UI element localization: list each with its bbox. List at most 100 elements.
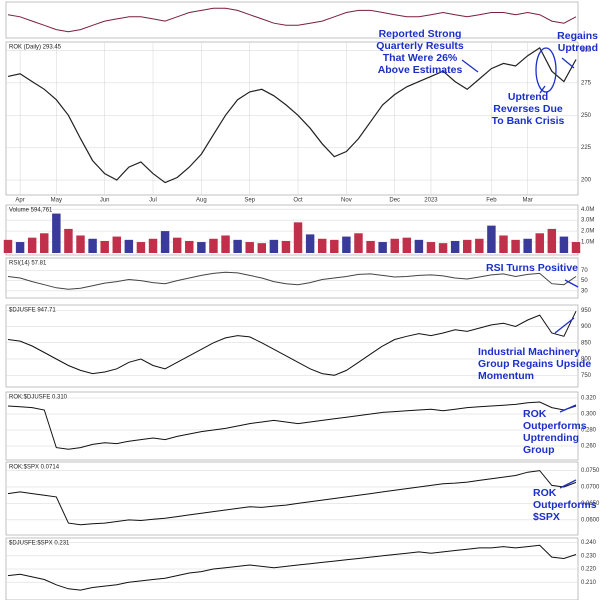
bar (124, 239, 134, 253)
bar (547, 228, 557, 253)
y-tick-label: 225 (581, 145, 592, 151)
bar (172, 237, 182, 253)
bar (354, 233, 363, 253)
bar (317, 238, 327, 253)
bar (402, 237, 412, 253)
bar (438, 243, 448, 253)
panel-label: Volume 594,761 (9, 208, 53, 214)
bar (378, 242, 387, 253)
annotation: That Were 26% (383, 52, 458, 64)
bar (15, 242, 25, 253)
bar (40, 233, 49, 253)
bar (3, 239, 13, 253)
annotation: Group (523, 444, 555, 456)
annotation: Uptrend (508, 91, 548, 103)
arrow (539, 85, 546, 94)
bar (305, 234, 315, 253)
y-tick-label: 0.220 (581, 567, 597, 573)
panel-label: ROK (Daily) 293.45 (9, 45, 62, 51)
annotation: Reverses Due (493, 103, 563, 115)
line (7, 7, 577, 33)
bar (499, 235, 508, 253)
arrow (559, 479, 577, 489)
y-tick-label: 0.300 (581, 412, 597, 418)
bar (366, 240, 375, 253)
bar (342, 236, 351, 253)
bar (281, 240, 291, 253)
panel (5, 304, 579, 388)
panel (5, 1, 579, 39)
y-tick-label: 0.230 (581, 553, 597, 559)
bar (76, 235, 85, 253)
x-tick-label: Sep (244, 198, 255, 204)
panel-label: $DJUSFE:$SPX 0.231 (9, 541, 70, 547)
panel-label: ROK:$SPX 0.0714 (9, 465, 60, 471)
panels: 200 225 250 275 300 Apr May Jun Jul Aug Sep Oct Nov D… (3, 1, 600, 600)
x-tick-label: Feb (486, 198, 497, 204)
bar (221, 235, 230, 253)
bar (450, 240, 460, 253)
bar (209, 238, 218, 253)
x-tick-label: 2023 (424, 198, 438, 204)
y-tick-label: 0.0600 (581, 517, 600, 523)
bar (148, 238, 158, 253)
y-tick-label: 200 (581, 178, 592, 184)
line (7, 47, 577, 184)
bar (487, 225, 496, 253)
arrow (559, 404, 577, 413)
y-tick-label: 1.0M (581, 240, 594, 246)
x-tick-label: Oct (293, 198, 303, 204)
y-tick-label: 850 (581, 340, 592, 346)
arrow (561, 57, 575, 69)
y-tick-label: 950 (581, 308, 592, 314)
bar (293, 222, 303, 253)
bar (52, 213, 61, 253)
y-tick-label: 275 (581, 80, 592, 86)
bar (197, 242, 206, 253)
bar (88, 238, 97, 253)
bar (571, 242, 581, 253)
annotation: Momentum (478, 370, 534, 382)
y-tick-label: 50 (581, 278, 588, 284)
y-tick-label: 0.320 (581, 396, 597, 402)
annotation: ROK (523, 408, 547, 420)
arrow (461, 59, 479, 73)
y-tick-label: 2.0M (581, 229, 594, 235)
y-tick-label: 250 (581, 113, 592, 119)
bar (136, 242, 146, 253)
bar (390, 238, 399, 253)
bar (330, 239, 339, 253)
bar (535, 233, 544, 253)
bar (463, 239, 472, 253)
bar (414, 239, 424, 253)
y-tick-label: 0.210 (581, 580, 597, 586)
y-tick-label: 800 (581, 357, 592, 363)
bar (426, 242, 436, 253)
y-tick-label: 3.0M (581, 218, 594, 224)
y-tick-label: 0.0700 (581, 485, 600, 491)
x-tick-label: Jun (100, 198, 110, 204)
y-tick-label: 750 (581, 373, 592, 379)
bar (160, 231, 170, 253)
x-tick-label: Jul (149, 198, 157, 204)
panel (5, 391, 579, 461)
bar (269, 239, 279, 253)
bar (112, 236, 121, 253)
x-tick-label: Mar (522, 198, 532, 204)
bar (233, 239, 242, 253)
annotation: Reported Strong (379, 28, 462, 40)
y-tick-label: 30 (581, 288, 588, 294)
y-tick-label: 900 (581, 324, 592, 330)
line (7, 271, 577, 290)
annotation: Above Estimates (378, 64, 463, 76)
x-tick-label: Aug (196, 198, 207, 204)
bar (185, 240, 194, 253)
y-tick-label: 0.0750 (581, 468, 600, 474)
y-tick-label: 4.0M (581, 207, 594, 213)
line (7, 470, 577, 526)
arrow (564, 279, 579, 288)
annotation: ROK (533, 487, 557, 499)
annotation: Quarterly Results (376, 40, 464, 52)
annotation: Group Regains Upside (478, 358, 591, 370)
